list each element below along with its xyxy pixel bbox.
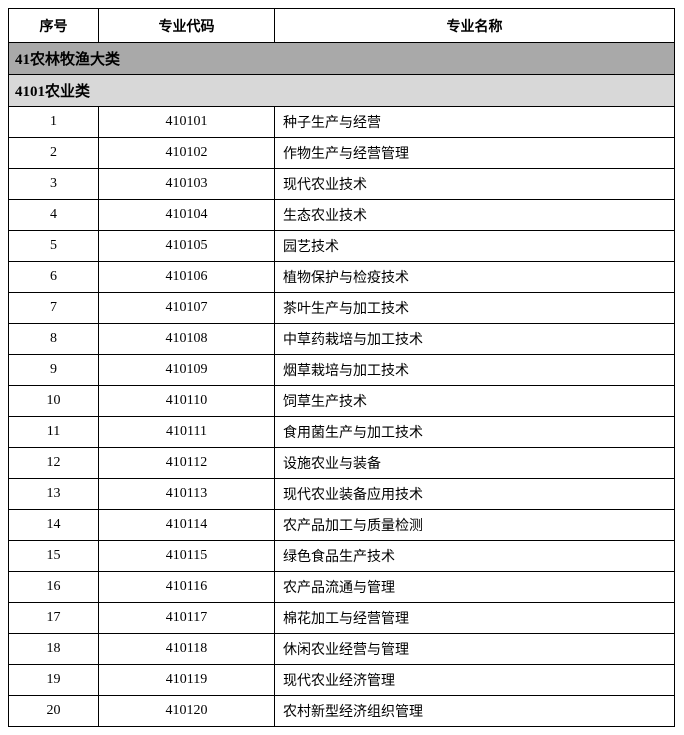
cell-code: 410115 xyxy=(99,541,275,572)
cell-seq: 9 xyxy=(9,355,99,386)
cell-code: 410109 xyxy=(99,355,275,386)
cell-seq: 3 xyxy=(9,169,99,200)
cell-name: 绿色食品生产技术 xyxy=(275,541,675,572)
cell-seq: 12 xyxy=(9,448,99,479)
cell-seq: 5 xyxy=(9,231,99,262)
cell-seq: 4 xyxy=(9,200,99,231)
table-row: 2410102作物生产与经营管理 xyxy=(9,138,675,169)
cell-name: 现代农业装备应用技术 xyxy=(275,479,675,510)
table-row: 9410109烟草栽培与加工技术 xyxy=(9,355,675,386)
cell-code: 410110 xyxy=(99,386,275,417)
cell-name: 中草药栽培与加工技术 xyxy=(275,324,675,355)
cell-code: 410106 xyxy=(99,262,275,293)
cell-seq: 13 xyxy=(9,479,99,510)
cell-seq: 7 xyxy=(9,293,99,324)
cell-code: 410112 xyxy=(99,448,275,479)
cell-name: 烟草栽培与加工技术 xyxy=(275,355,675,386)
cell-seq: 6 xyxy=(9,262,99,293)
table-row: 6410106植物保护与检疫技术 xyxy=(9,262,675,293)
cell-code: 410117 xyxy=(99,603,275,634)
table-row: 3410103现代农业技术 xyxy=(9,169,675,200)
major-code-table: 序号 专业代码 专业名称 41农林牧渔大类 4101农业类 1410101种子生… xyxy=(8,8,675,727)
cell-code: 410113 xyxy=(99,479,275,510)
cell-name: 棉花加工与经营管理 xyxy=(275,603,675,634)
cell-seq: 15 xyxy=(9,541,99,572)
category-main-cell: 41农林牧渔大类 xyxy=(9,43,675,75)
table-header: 序号 专业代码 专业名称 xyxy=(9,9,675,43)
cell-seq: 17 xyxy=(9,603,99,634)
cell-name: 农产品加工与质量检测 xyxy=(275,510,675,541)
cell-code: 410111 xyxy=(99,417,275,448)
table-body: 41农林牧渔大类 4101农业类 1410101种子生产与经营2410102作物… xyxy=(9,43,675,727)
cell-seq: 19 xyxy=(9,665,99,696)
cell-code: 410108 xyxy=(99,324,275,355)
table-row: 16410116农产品流通与管理 xyxy=(9,572,675,603)
cell-name: 现代农业技术 xyxy=(275,169,675,200)
cell-name: 设施农业与装备 xyxy=(275,448,675,479)
col-header-code: 专业代码 xyxy=(99,9,275,43)
table-row: 14410114农产品加工与质量检测 xyxy=(9,510,675,541)
cell-seq: 2 xyxy=(9,138,99,169)
category-main-row: 41农林牧渔大类 xyxy=(9,43,675,75)
table-row: 12410112设施农业与装备 xyxy=(9,448,675,479)
cell-code: 410107 xyxy=(99,293,275,324)
cell-seq: 20 xyxy=(9,696,99,727)
cell-code: 410102 xyxy=(99,138,275,169)
table-row: 15410115绿色食品生产技术 xyxy=(9,541,675,572)
cell-code: 410103 xyxy=(99,169,275,200)
category-sub-cell: 4101农业类 xyxy=(9,75,675,107)
cell-name: 生态农业技术 xyxy=(275,200,675,231)
cell-seq: 11 xyxy=(9,417,99,448)
cell-name: 农村新型经济组织管理 xyxy=(275,696,675,727)
table-row: 19410119现代农业经济管理 xyxy=(9,665,675,696)
cell-name: 农产品流通与管理 xyxy=(275,572,675,603)
cell-seq: 18 xyxy=(9,634,99,665)
cell-code: 410116 xyxy=(99,572,275,603)
cell-name: 茶叶生产与加工技术 xyxy=(275,293,675,324)
cell-code: 410118 xyxy=(99,634,275,665)
col-header-name: 专业名称 xyxy=(275,9,675,43)
table-row: 10410110饲草生产技术 xyxy=(9,386,675,417)
table-row: 7410107茶叶生产与加工技术 xyxy=(9,293,675,324)
cell-name: 休闲农业经营与管理 xyxy=(275,634,675,665)
cell-code: 410105 xyxy=(99,231,275,262)
table-row: 4410104生态农业技术 xyxy=(9,200,675,231)
cell-name: 作物生产与经营管理 xyxy=(275,138,675,169)
table-row: 17410117棉花加工与经营管理 xyxy=(9,603,675,634)
table-row: 18410118休闲农业经营与管理 xyxy=(9,634,675,665)
cell-name: 种子生产与经营 xyxy=(275,107,675,138)
cell-name: 现代农业经济管理 xyxy=(275,665,675,696)
cell-code: 410114 xyxy=(99,510,275,541)
cell-code: 410119 xyxy=(99,665,275,696)
cell-name: 食用菌生产与加工技术 xyxy=(275,417,675,448)
cell-code: 410104 xyxy=(99,200,275,231)
cell-code: 410120 xyxy=(99,696,275,727)
table-row: 1410101种子生产与经营 xyxy=(9,107,675,138)
col-header-seq: 序号 xyxy=(9,9,99,43)
table-row: 20410120农村新型经济组织管理 xyxy=(9,696,675,727)
cell-seq: 14 xyxy=(9,510,99,541)
table-row: 13410113现代农业装备应用技术 xyxy=(9,479,675,510)
cell-seq: 1 xyxy=(9,107,99,138)
cell-seq: 10 xyxy=(9,386,99,417)
table-row: 8410108中草药栽培与加工技术 xyxy=(9,324,675,355)
cell-name: 植物保护与检疫技术 xyxy=(275,262,675,293)
cell-seq: 8 xyxy=(9,324,99,355)
cell-code: 410101 xyxy=(99,107,275,138)
cell-name: 饲草生产技术 xyxy=(275,386,675,417)
cell-name: 园艺技术 xyxy=(275,231,675,262)
table-row: 5410105园艺技术 xyxy=(9,231,675,262)
category-sub-row: 4101农业类 xyxy=(9,75,675,107)
table-row: 11410111食用菌生产与加工技术 xyxy=(9,417,675,448)
cell-seq: 16 xyxy=(9,572,99,603)
